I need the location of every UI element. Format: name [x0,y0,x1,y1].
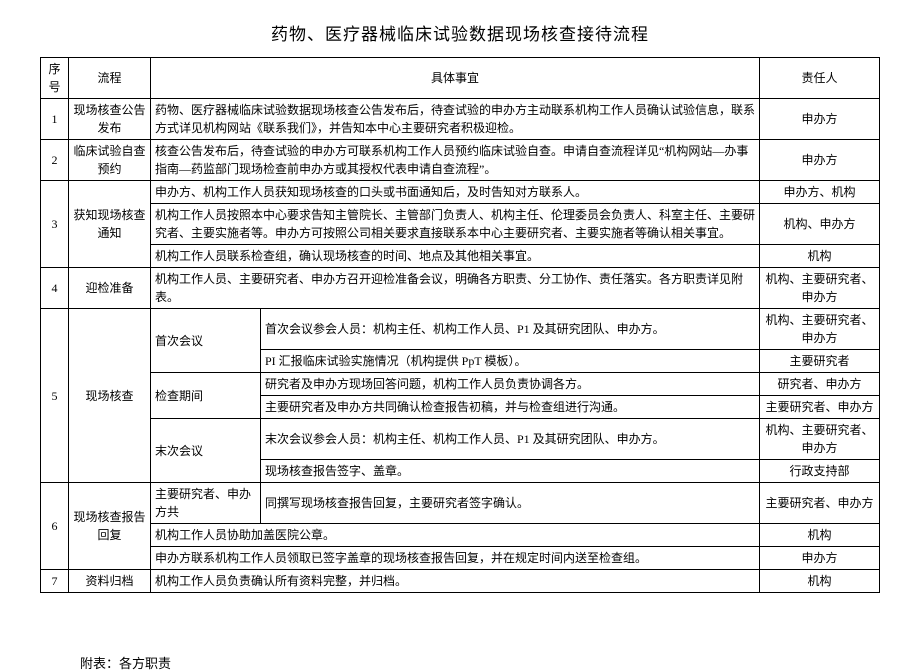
cell-resp: 主要研究者 [760,350,880,373]
cell-resp: 机构、主要研究者、申办方 [760,309,880,350]
cell-detail: 机构工作人员按照本中心要求告知主管院长、主管部门负责人、机构主任、伦理委员会负责… [151,204,760,245]
process-table: 序号 流程 具体事宜 责任人 1 现场核查公告发布 药物、医疗器械临床试验数据现… [40,57,880,593]
table-row: 检查期间 研究者及申办方现场回答问题，机构工作人员负责协调各方。 研究者、申办方 [41,373,880,396]
header-seq: 序号 [41,58,69,99]
cell-seq: 5 [41,309,69,483]
document-page: 药物、医疗器械临床试验数据现场核查接待流程 序号 流程 具体事宜 责任人 1 现… [0,0,920,651]
table-row: 机构工作人员联系检查组，确认现场核查的时间、地点及其他相关事宜。 机构 [41,245,880,268]
cell-detail: 药物、医疗器械临床试验数据现场核查公告发布后，待查试验的申办方主动联系机构工作人… [151,99,760,140]
cell-detail: 机构工作人员协助加盖医院公章。 [151,524,760,547]
cell-resp: 机构、主要研究者、申办方 [760,419,880,460]
table-row: 7 资料归档 机构工作人员负责确认所有资料完整，并归档。 机构 [41,570,880,593]
cell-detail: 首次会议参会人员：机构主任、机构工作人员、P1 及其研究团队、申办方。 [261,309,760,350]
cell-resp: 研究者、申办方 [760,373,880,396]
cell-detail: 机构工作人员负责确认所有资料完整，并归档。 [151,570,760,593]
cell-resp: 行政支持部 [760,460,880,483]
table-header-row: 序号 流程 具体事宜 责任人 [41,58,880,99]
cell-proc: 资料归档 [69,570,151,593]
cell-sub: 检查期间 [151,373,261,419]
table-row: 4 迎检准备 机构工作人员、主要研究者、申办方召开迎检准备会议，明确各方职责、分… [41,268,880,309]
cell-seq: 4 [41,268,69,309]
cell-detail: PI 汇报临床试验实施情况（机构提供 PpT 模板）。 [261,350,760,373]
table-row: 2 临床试验自查预约 核查公告发布后，待查试验的申办方可联系机构工作人员预约临床… [41,140,880,181]
header-proc: 流程 [69,58,151,99]
cell-detail: 申办方、机构工作人员获知现场核查的口头或书面通知后，及时告知对方联系人。 [151,181,760,204]
table-row: 6 现场核查报告回复 主要研究者、申办方共 同撰写现场核查报告回复，主要研究者签… [41,483,880,524]
cell-seq: 1 [41,99,69,140]
cell-detail: 申办方联系机构工作人员领取已签字盖章的现场核查报告回复，并在规定时间内送至检查组… [151,547,760,570]
cell-proc: 现场核查公告发布 [69,99,151,140]
table-row: 机构工作人员协助加盖医院公章。 机构 [41,524,880,547]
cell-seq: 3 [41,181,69,268]
cell-seq: 6 [41,483,69,570]
cell-resp: 机构、申办方 [760,204,880,245]
table-row: 末次会议 末次会议参会人员：机构主任、机构工作人员、P1 及其研究团队、申办方。… [41,419,880,460]
cell-detail: 核查公告发布后，待查试验的申办方可联系机构工作人员预约临床试验自查。申请自查流程… [151,140,760,181]
cell-resp: 机构 [760,524,880,547]
cell-sub: 主要研究者、申办方共 [151,483,261,524]
cell-sub: 首次会议 [151,309,261,373]
cell-proc: 现场核查 [69,309,151,483]
cell-resp: 申办方、机构 [760,181,880,204]
header-resp: 责任人 [760,58,880,99]
appendix-label: 附表：各方职责 [80,653,880,672]
table-row: 5 现场核查 首次会议 首次会议参会人员：机构主任、机构工作人员、P1 及其研究… [41,309,880,350]
cell-detail: 机构工作人员联系检查组，确认现场核查的时间、地点及其他相关事宜。 [151,245,760,268]
cell-proc: 获知现场核查通知 [69,181,151,268]
cell-resp: 机构 [760,570,880,593]
table-row: 机构工作人员按照本中心要求告知主管院长、主管部门负责人、机构主任、伦理委员会负责… [41,204,880,245]
table-row: 3 获知现场核查通知 申办方、机构工作人员获知现场核查的口头或书面通知后，及时告… [41,181,880,204]
cell-resp: 主要研究者、申办方 [760,396,880,419]
cell-proc: 迎检准备 [69,268,151,309]
cell-detail: 主要研究者及申办方共同确认检查报告初稿，并与检查组进行沟通。 [261,396,760,419]
cell-resp: 申办方 [760,547,880,570]
cell-detail: 同撰写现场核查报告回复，主要研究者签字确认。 [261,483,760,524]
table-row: 申办方联系机构工作人员领取已签字盖章的现场核查报告回复，并在规定时间内送至检查组… [41,547,880,570]
cell-resp: 申办方 [760,140,880,181]
cell-seq: 2 [41,140,69,181]
cell-proc: 现场核查报告回复 [69,483,151,570]
cell-proc: 临床试验自查预约 [69,140,151,181]
cell-detail: 现场核查报告签字、盖章。 [261,460,760,483]
header-detail: 具体事宜 [151,58,760,99]
cell-detail: 机构工作人员、主要研究者、申办方召开迎检准备会议，明确各方职责、分工协作、责任落… [151,268,760,309]
cell-resp: 机构、主要研究者、申办方 [760,268,880,309]
cell-resp: 申办方 [760,99,880,140]
cell-detail: 研究者及申办方现场回答问题，机构工作人员负责协调各方。 [261,373,760,396]
page-title: 药物、医疗器械临床试验数据现场核查接待流程 [40,20,880,45]
cell-seq: 7 [41,570,69,593]
cell-resp: 机构 [760,245,880,268]
cell-detail: 末次会议参会人员：机构主任、机构工作人员、P1 及其研究团队、申办方。 [261,419,760,460]
table-row: 1 现场核查公告发布 药物、医疗器械临床试验数据现场核查公告发布后，待查试验的申… [41,99,880,140]
cell-resp: 主要研究者、申办方 [760,483,880,524]
cell-sub: 末次会议 [151,419,261,483]
